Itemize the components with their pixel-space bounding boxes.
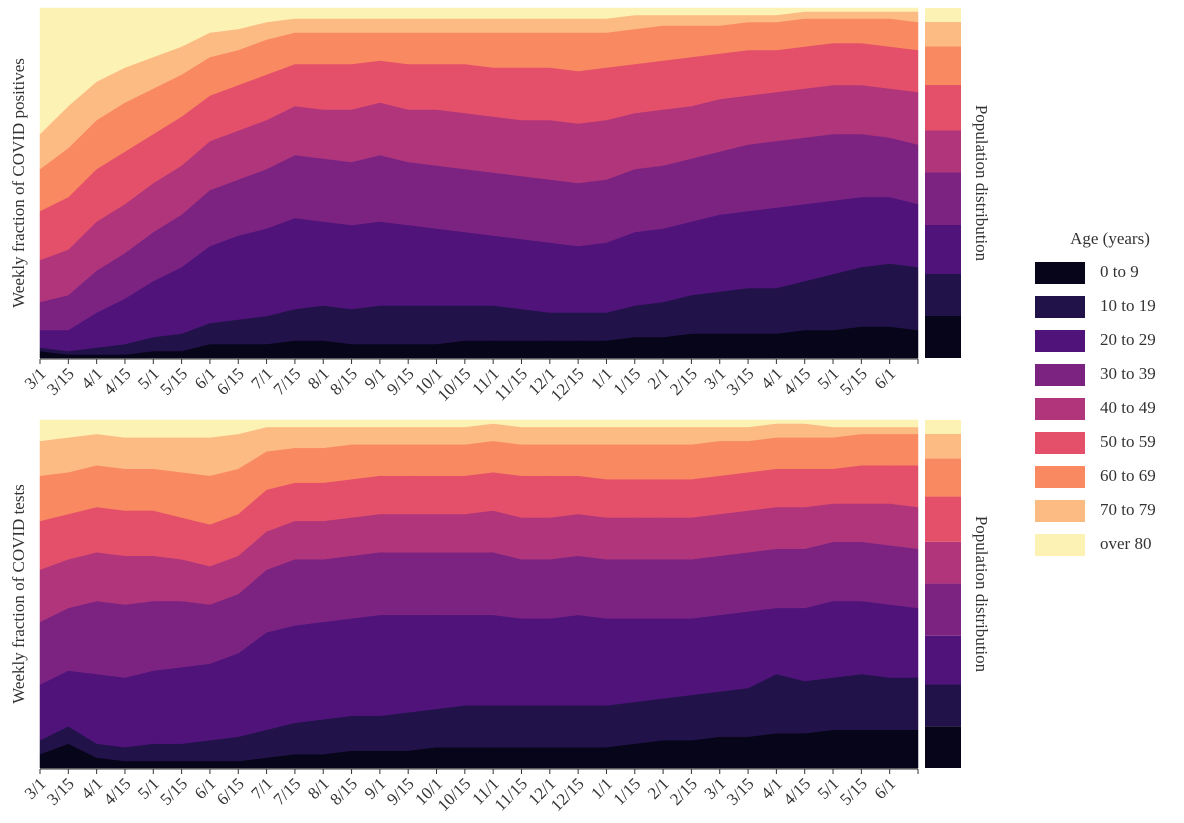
population-segment xyxy=(925,85,961,131)
x-tick-label: 2/15 xyxy=(666,774,701,809)
x-tick-label: 3/15 xyxy=(723,364,758,399)
population-segment xyxy=(925,433,961,459)
legend-swatch xyxy=(1035,432,1085,454)
y-axis-label: Weekly fraction of COVID positives xyxy=(9,58,28,308)
x-tick-label: 5/15 xyxy=(156,364,191,399)
legend-label: 10 to 19 xyxy=(1100,296,1156,315)
population-segment xyxy=(925,684,961,727)
x-tick-label: 12/15 xyxy=(547,364,588,405)
population-segment xyxy=(925,274,961,316)
legend-label: 40 to 49 xyxy=(1100,398,1156,417)
x-tick-label: 4/15 xyxy=(100,774,135,809)
legend-swatch xyxy=(1035,534,1085,556)
population-segment xyxy=(925,496,961,542)
population-label: Population distribution xyxy=(972,105,991,262)
legend-swatch xyxy=(1035,262,1085,284)
legend-swatch xyxy=(1035,466,1085,488)
x-tick-label: 3/15 xyxy=(723,774,758,809)
x-tick-label: 6/1 xyxy=(870,364,899,393)
legend-swatch xyxy=(1035,330,1085,352)
population-segment xyxy=(925,726,961,768)
x-tick-label: 1/15 xyxy=(610,364,645,399)
population-segment xyxy=(925,420,961,434)
legend-title: Age (years) xyxy=(1070,229,1150,248)
legend-label: 30 to 39 xyxy=(1100,364,1156,383)
legend-swatch xyxy=(1035,296,1085,318)
x-tick-label: 12/15 xyxy=(547,774,588,815)
population-segment xyxy=(925,316,961,358)
population-segment xyxy=(925,130,961,173)
x-tick-label: 8/15 xyxy=(326,364,361,399)
x-tick-label: 6/15 xyxy=(213,364,248,399)
population-segment xyxy=(925,8,961,22)
legend-swatch xyxy=(1035,398,1085,420)
x-tick-label: 4/15 xyxy=(779,774,814,809)
legend-label: 0 to 9 xyxy=(1100,262,1139,281)
x-tick-label: 6/15 xyxy=(213,774,248,809)
population-segment xyxy=(925,635,961,685)
population-segment xyxy=(925,458,961,497)
legend-swatch xyxy=(1035,500,1085,522)
population-segment xyxy=(925,225,961,274)
legend-label: 50 to 59 xyxy=(1100,432,1156,451)
x-tick-label: 6/1 xyxy=(870,774,899,803)
x-tick-label: 5/15 xyxy=(156,774,191,809)
population-segment xyxy=(925,541,961,584)
legend-label: 20 to 29 xyxy=(1100,330,1156,349)
x-tick-label: 3/15 xyxy=(43,364,78,399)
x-tick-label: 8/15 xyxy=(326,774,361,809)
x-tick-label: 2/15 xyxy=(666,364,701,399)
x-tick-label: 9/15 xyxy=(383,774,418,809)
x-tick-label: 7/15 xyxy=(270,774,305,809)
x-tick-label: 4/15 xyxy=(100,364,135,399)
population-segment xyxy=(925,583,961,636)
area xyxy=(39,419,919,442)
legend-label: 60 to 69 xyxy=(1100,466,1156,485)
x-tick-label: 5/15 xyxy=(836,364,871,399)
x-tick-label: 9/15 xyxy=(383,364,418,399)
x-tick-label: 4/15 xyxy=(779,364,814,399)
population-label: Population distribution xyxy=(972,516,991,673)
x-tick-label: 5/15 xyxy=(836,774,871,809)
x-tick-label: 3/15 xyxy=(43,774,78,809)
population-segment xyxy=(925,22,961,47)
legend-label: 70 to 79 xyxy=(1100,500,1156,519)
legend-label: over 80 xyxy=(1100,534,1151,553)
population-segment xyxy=(925,172,961,225)
x-tick-label: 1/15 xyxy=(610,774,645,809)
x-tick-label: 7/15 xyxy=(270,364,305,399)
area xyxy=(39,7,919,135)
y-axis-label: Weekly fraction of COVID tests xyxy=(9,484,28,704)
legend-swatch xyxy=(1035,364,1085,386)
population-segment xyxy=(925,46,961,85)
